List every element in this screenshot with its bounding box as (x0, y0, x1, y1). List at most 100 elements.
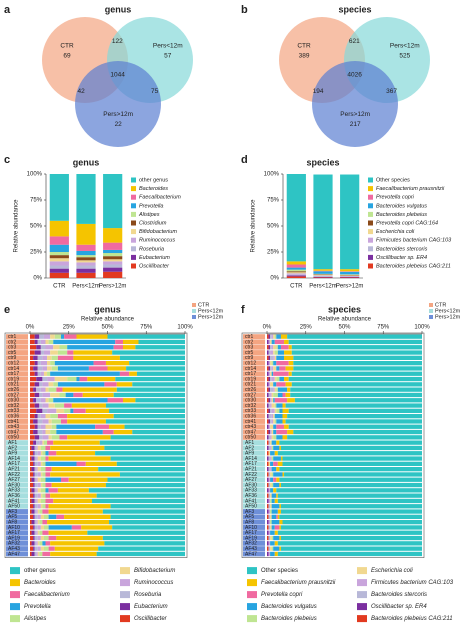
bar-segment (280, 525, 422, 530)
panel-title: genus (73, 157, 100, 167)
region-count: 621 (349, 38, 360, 45)
bar-segment (279, 467, 422, 472)
bar-segment (30, 408, 37, 413)
bar-segment (57, 366, 89, 371)
legend-label: Faecalibacterium (139, 195, 181, 201)
bar-segment (51, 482, 106, 488)
bar-segment (270, 371, 272, 376)
legend-swatch (368, 220, 373, 226)
sample-label: ctr21 (8, 382, 19, 388)
bar-segment (270, 387, 274, 392)
legend-label: Oscillibacter sp. ER4 (371, 604, 427, 610)
bar-segment (34, 504, 38, 509)
legend-label: Other species (261, 568, 298, 574)
bar-segment (273, 456, 281, 461)
bar-segment (271, 514, 277, 519)
bar-segment (293, 361, 422, 366)
bar-segment (274, 387, 277, 392)
bar-segment (284, 355, 294, 360)
sample-label: ctr47 (245, 429, 256, 435)
bar-segment (76, 250, 96, 256)
bar-segment (36, 456, 38, 461)
bar-segment (110, 435, 185, 440)
sample-label-bg (6, 355, 28, 361)
bar-segment (40, 445, 46, 451)
sample-label-bg (6, 408, 28, 414)
bar-segment (313, 273, 333, 275)
bar-segment (276, 514, 278, 519)
bar-segment (73, 355, 120, 360)
bar-segment (51, 366, 58, 371)
bar-segment (30, 387, 34, 392)
group-legend-label: CTR (198, 302, 209, 308)
panel-title: species (306, 157, 339, 167)
bar-segment (31, 530, 35, 535)
bar-segment (109, 520, 185, 525)
bar-segment (42, 482, 46, 488)
bar-segment (273, 366, 277, 371)
bar-segment (286, 261, 306, 265)
bar-segment (30, 551, 32, 557)
sample-label-bg (243, 339, 265, 345)
bar-segment (50, 493, 97, 498)
bar-segment (124, 424, 185, 429)
bar-segment (37, 514, 41, 519)
sample-label-bg (243, 387, 265, 393)
bar-segment (76, 260, 96, 263)
bar-segment (76, 244, 96, 251)
legend-swatch (368, 246, 373, 252)
bar-segment (31, 520, 35, 525)
legend-swatch (368, 237, 373, 243)
bar-segment (280, 504, 422, 509)
bar-segment (54, 546, 99, 551)
bar-segment (270, 541, 275, 546)
legend-label: Faecalibacterium prausnitzii (376, 186, 445, 192)
bar-segment (267, 509, 269, 514)
sample-label-bg (6, 493, 28, 499)
sample-label: AF14 (245, 456, 257, 462)
bar-segment (313, 277, 333, 278)
sample-label: AF27 (245, 477, 257, 483)
bar-segment (270, 477, 274, 482)
sample-label: AF36 (245, 493, 257, 499)
bar-segment (42, 376, 48, 382)
bar-segment (112, 350, 185, 355)
bar-segment (273, 424, 277, 429)
bar-segment (40, 467, 46, 472)
bar-segment (42, 435, 49, 440)
bar-segment (267, 361, 269, 366)
bar-segment (53, 382, 58, 387)
sample-label: AF17 (8, 530, 20, 536)
legend-label: Bifidobacterium (139, 229, 177, 235)
bar-segment (42, 461, 46, 466)
bar-segment (277, 392, 283, 398)
bar-segment (268, 392, 271, 398)
bar-segment (54, 334, 61, 339)
bar-segment (268, 429, 271, 435)
bar-segment (47, 520, 110, 525)
bar-segment (273, 477, 277, 482)
bar-segment (107, 366, 127, 371)
bar-segment (95, 424, 110, 429)
bar-segment (271, 456, 274, 461)
sample-label-bg (6, 546, 28, 552)
bar-segment (277, 493, 422, 498)
bar-segment (271, 398, 274, 403)
region-count: 57 (164, 53, 172, 60)
y-tick-label: 75% (267, 198, 280, 204)
sample-label-bg (6, 514, 28, 520)
bar-segment (271, 509, 278, 514)
bar-segment (270, 392, 272, 398)
bar-segment (277, 350, 285, 355)
bar-segment (96, 493, 185, 498)
bar-segment (284, 376, 289, 382)
bar-segment (45, 498, 54, 504)
bar-segment (79, 376, 88, 382)
bar-segment (48, 387, 57, 392)
group-legend-swatch (192, 303, 196, 307)
region-count: 69 (63, 53, 71, 60)
sample-label: ctr1 (8, 334, 17, 340)
bar-segment (285, 403, 422, 408)
sample-label: AF10 (245, 525, 257, 531)
legend-label: Prevotella (24, 604, 51, 610)
